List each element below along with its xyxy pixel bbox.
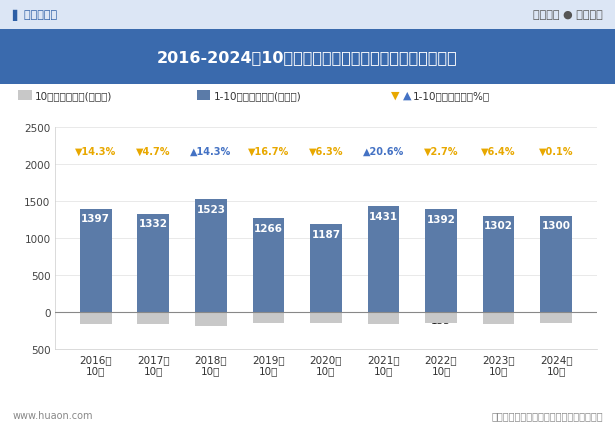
Bar bbox=[253, 219, 284, 312]
Text: 1187: 1187 bbox=[311, 229, 341, 239]
Text: 1-10月进出口总额(亿美元): 1-10月进出口总额(亿美元) bbox=[213, 91, 301, 101]
Text: 144: 144 bbox=[546, 314, 566, 324]
Bar bbox=[368, 207, 399, 312]
Text: 10月进出口总额(亿美元): 10月进出口总额(亿美元) bbox=[35, 91, 113, 101]
Text: 1332: 1332 bbox=[139, 219, 168, 228]
Text: ▼6.4%: ▼6.4% bbox=[482, 147, 516, 156]
Text: ▼0.1%: ▼0.1% bbox=[539, 147, 573, 156]
Bar bbox=[138, 312, 169, 324]
Text: ▌ 华经情报网: ▌ 华经情报网 bbox=[12, 9, 57, 20]
Text: 1397: 1397 bbox=[81, 214, 110, 224]
Text: 1300: 1300 bbox=[542, 221, 571, 231]
Bar bbox=[483, 216, 514, 312]
Text: ▼6.3%: ▼6.3% bbox=[309, 147, 343, 156]
Text: 1523: 1523 bbox=[196, 204, 225, 214]
Text: ▼16.7%: ▼16.7% bbox=[248, 147, 289, 156]
Bar bbox=[310, 225, 342, 312]
Bar bbox=[195, 200, 227, 312]
Text: ▼4.7%: ▼4.7% bbox=[136, 147, 170, 156]
Text: 146: 146 bbox=[316, 314, 336, 325]
Text: ▼14.3%: ▼14.3% bbox=[75, 147, 116, 156]
Bar bbox=[368, 312, 399, 324]
Text: 1431: 1431 bbox=[369, 211, 398, 221]
Text: 1-10月同比增速（%）: 1-10月同比增速（%） bbox=[413, 91, 490, 101]
Text: 数据来源：中国海关；华经产业研究院整理: 数据来源：中国海关；华经产业研究院整理 bbox=[491, 410, 603, 420]
Bar bbox=[195, 312, 227, 326]
Text: 1392: 1392 bbox=[427, 214, 456, 224]
Text: ▲14.3%: ▲14.3% bbox=[190, 147, 231, 156]
Bar bbox=[541, 312, 572, 323]
Bar bbox=[425, 312, 457, 324]
Text: 187: 187 bbox=[201, 317, 221, 328]
Bar bbox=[541, 216, 572, 312]
Text: 1302: 1302 bbox=[484, 221, 513, 230]
Bar bbox=[138, 214, 169, 312]
Text: ▲: ▲ bbox=[403, 91, 411, 101]
Text: 148: 148 bbox=[258, 315, 279, 325]
Text: 1266: 1266 bbox=[254, 223, 283, 233]
Text: 160: 160 bbox=[374, 316, 394, 325]
Text: ▼2.7%: ▼2.7% bbox=[424, 147, 458, 156]
Text: 154: 154 bbox=[86, 315, 106, 325]
Bar bbox=[253, 312, 284, 323]
Text: 153: 153 bbox=[431, 315, 451, 325]
Text: ▲20.6%: ▲20.6% bbox=[363, 147, 404, 156]
Text: 156: 156 bbox=[489, 315, 509, 325]
Text: 专业严谨 ● 客观科学: 专业严谨 ● 客观科学 bbox=[533, 10, 603, 20]
Text: ▼: ▼ bbox=[391, 91, 399, 101]
Bar bbox=[80, 312, 111, 324]
Text: 2016-2024年10月深圳经济特区外商投资企业进出口总额: 2016-2024年10月深圳经济特区外商投资企业进出口总额 bbox=[157, 50, 458, 65]
Bar bbox=[80, 209, 111, 312]
Text: 154: 154 bbox=[143, 315, 163, 325]
Text: www.huaon.com: www.huaon.com bbox=[12, 410, 93, 420]
Bar bbox=[425, 210, 457, 312]
Bar bbox=[310, 312, 342, 323]
Bar bbox=[483, 312, 514, 324]
